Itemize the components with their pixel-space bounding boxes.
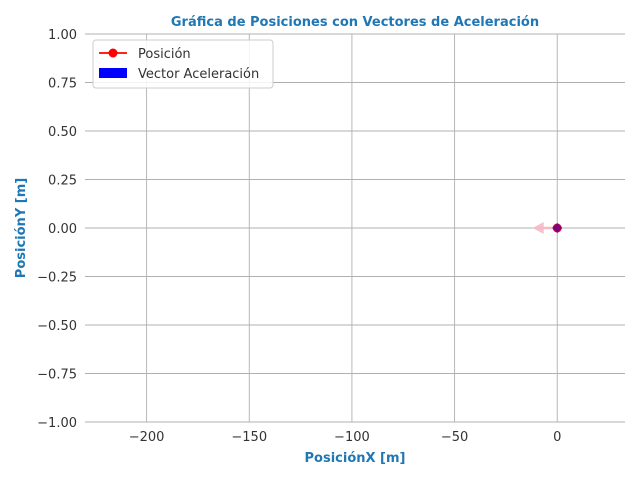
legend-box [92, 39, 274, 89]
chart-title: Gráfica de Posiciones con Vectores de Ac… [171, 15, 539, 30]
y-tick-label: 0.25 [48, 174, 77, 189]
y-tick-label: 0.75 [48, 77, 77, 92]
x-tick-label: −100 [334, 430, 370, 445]
x-tick-label: −200 [129, 430, 165, 445]
x-axis-ticks: −200 −150 −100 −50 0 [129, 430, 562, 445]
x-tick-label: −50 [441, 430, 468, 445]
x-tick-label: −150 [231, 430, 267, 445]
legend-swatch-aceleracion [99, 68, 127, 78]
x-axis-title: PosiciónX [m] [305, 451, 406, 466]
y-tick-label: −0.75 [37, 368, 77, 383]
acceleration-arrow [532, 222, 558, 234]
plot-area [532, 222, 563, 234]
y-tick-label: −1.00 [37, 416, 77, 431]
y-tick-label: 1.00 [48, 28, 77, 43]
y-tick-label: −0.50 [37, 319, 77, 334]
legend: Posición Vector Aceleración [92, 39, 274, 89]
y-tick-label: 0.00 [48, 222, 77, 237]
y-axis-ticks: 1.00 0.75 0.50 0.25 0.00 −0.25 −0.50 −0.75 −1.00 [37, 28, 77, 431]
current-position-marker [552, 223, 563, 233]
x-tick-label: 0 [553, 430, 561, 445]
legend-marker-posicion [108, 48, 118, 58]
legend-label-aceleracion: Vector Aceleración [138, 67, 259, 82]
y-tick-label: 0.50 [48, 125, 77, 140]
legend-label-posicion: Posición [138, 47, 191, 62]
y-axis-title: PosiciónY [m] [14, 178, 29, 278]
y-tick-label: −0.25 [37, 271, 77, 286]
